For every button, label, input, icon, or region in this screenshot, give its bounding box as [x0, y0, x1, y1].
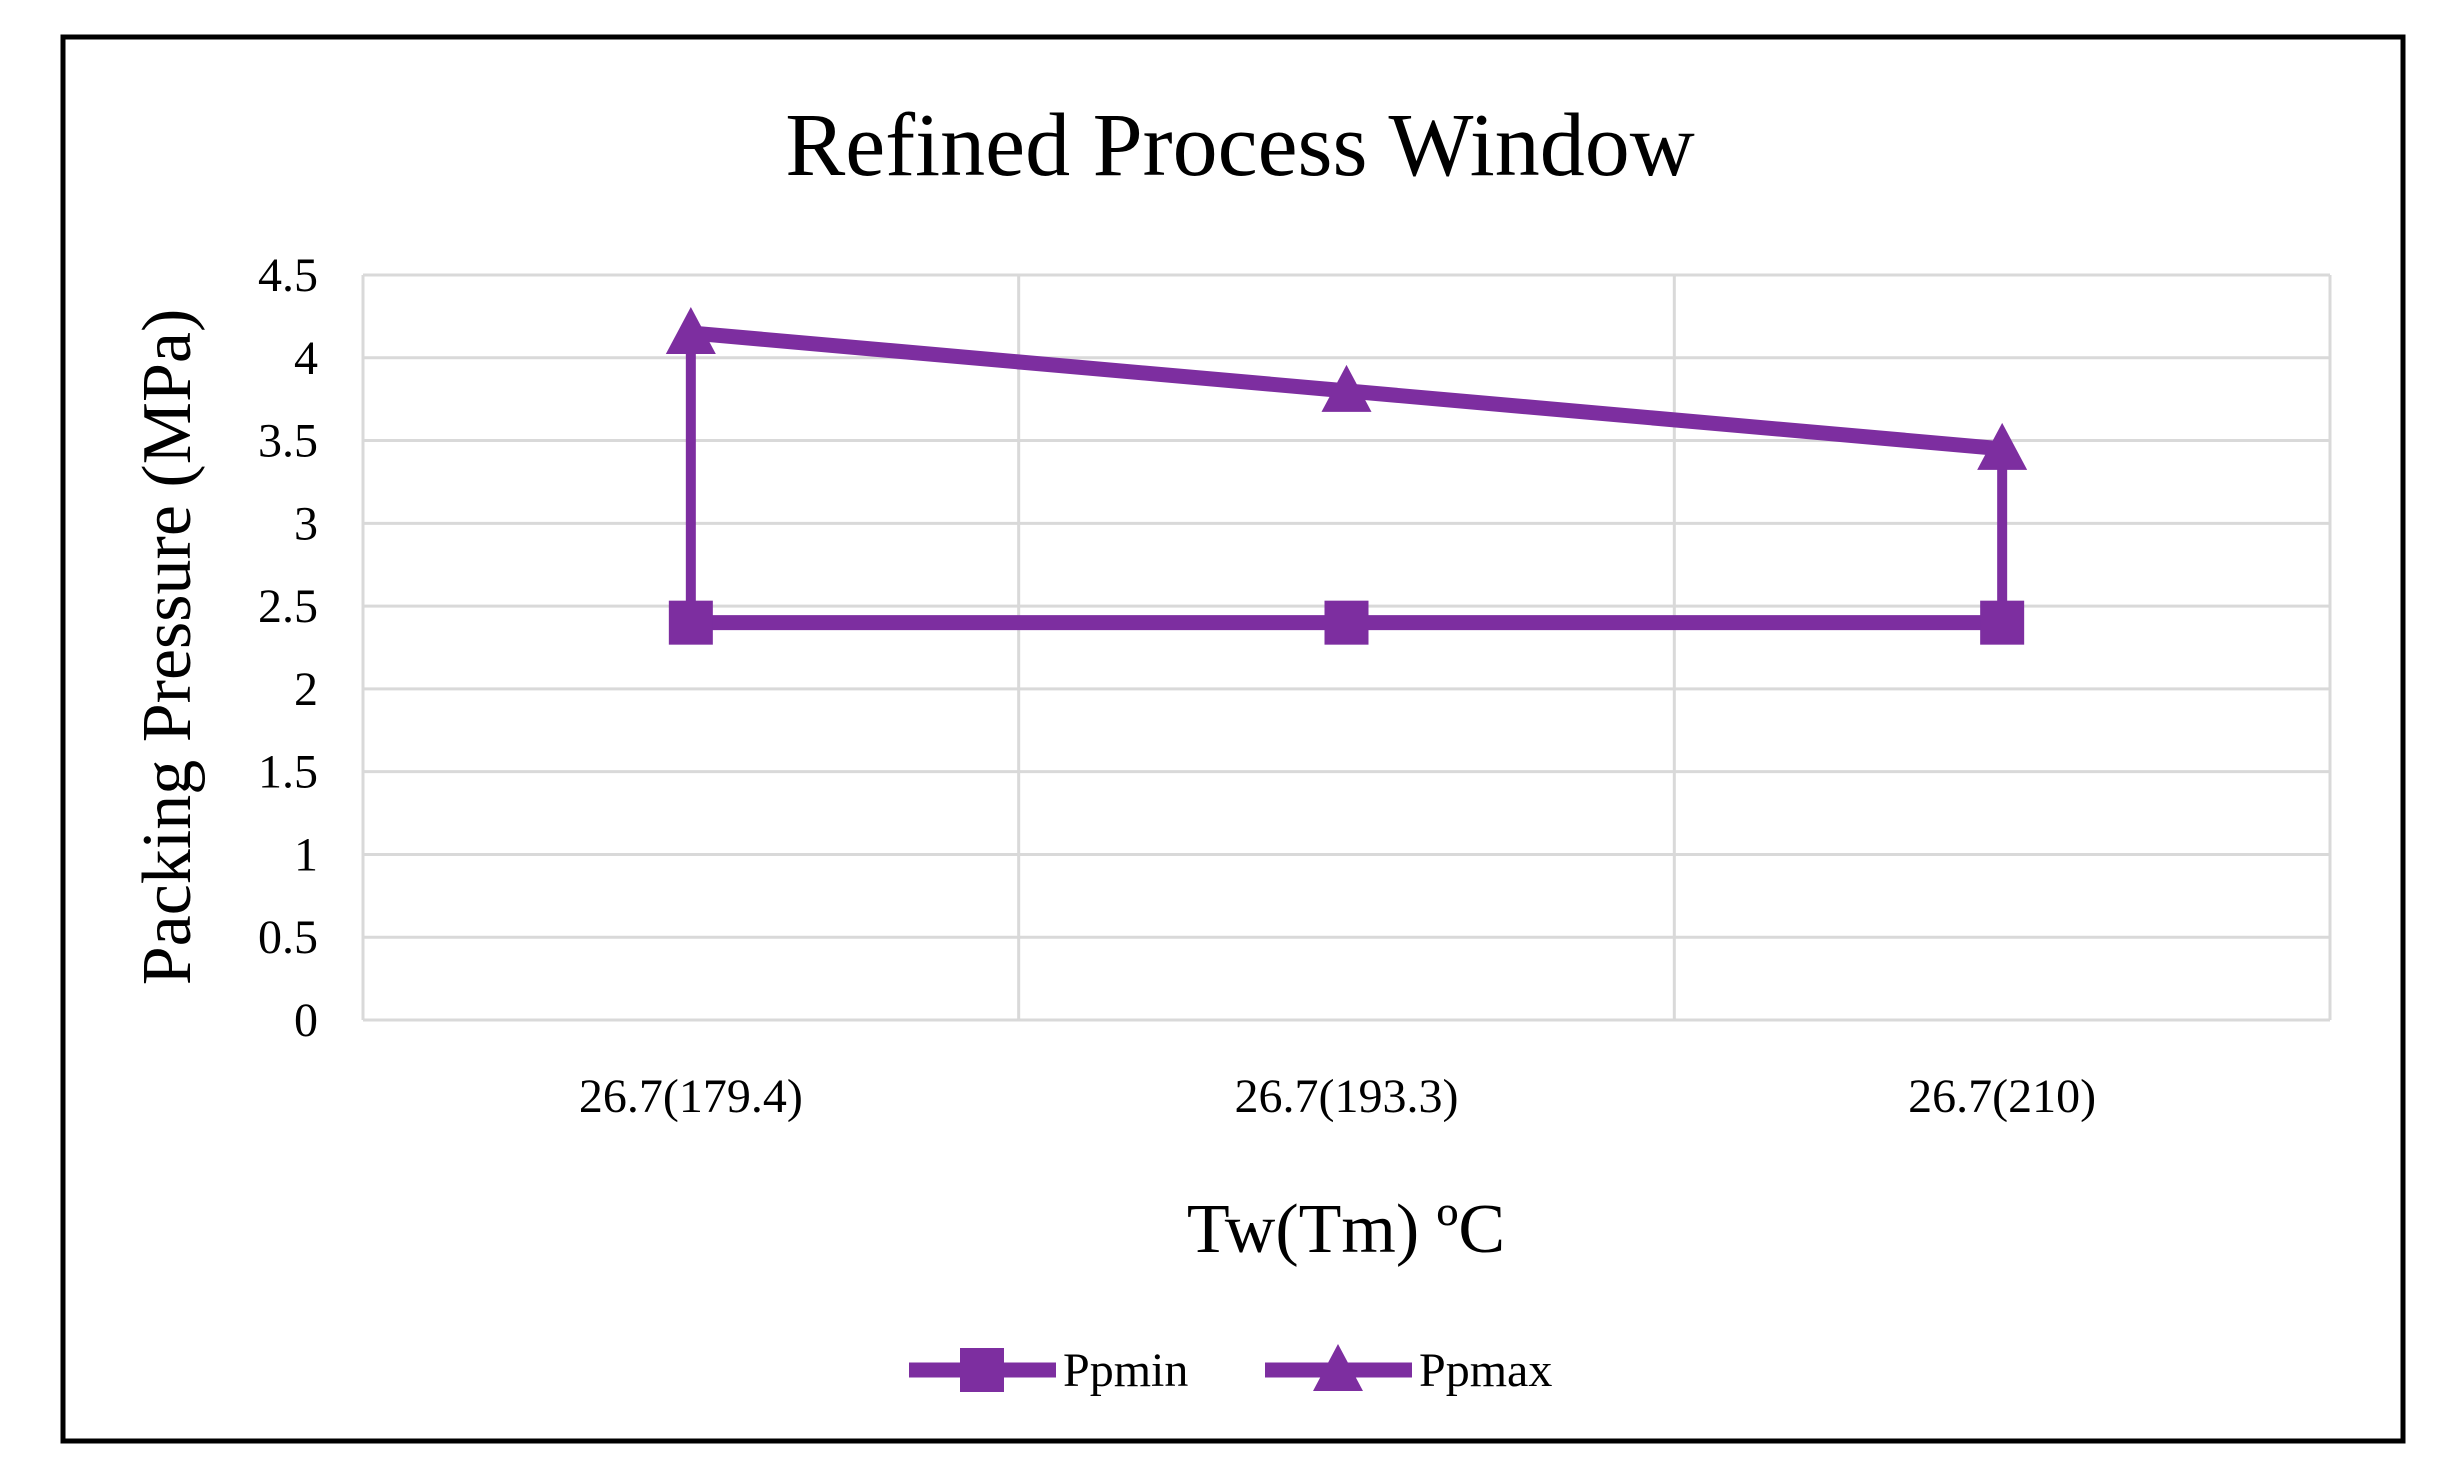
y-tick-label: 0 [294, 994, 318, 1047]
y-tick-label: 4 [294, 332, 318, 385]
square-marker-icon [1980, 600, 2025, 645]
y-tick-label: 1 [294, 828, 318, 881]
x-tick-label: 26.7(193.3) [1235, 1070, 1459, 1123]
y-tick-label: 1.5 [258, 746, 318, 799]
x-axis-title: Tw(Tm) ºC [1187, 1191, 1505, 1268]
y-tick-label: 2.5 [258, 580, 318, 633]
legend-square-marker-icon [960, 1348, 1004, 1392]
y-tick-label: 3 [294, 497, 318, 550]
legend-item-ppmax: Ppmax [1265, 1344, 1552, 1397]
legend-triangle-marker-icon [1313, 1344, 1363, 1391]
y-tick-label: 2 [294, 663, 318, 716]
triangle-marker-icon [1977, 422, 2028, 470]
y-tick-label: 3.5 [258, 415, 318, 468]
square-marker-icon [1324, 600, 1369, 645]
x-tick-label: 26.7(210) [1908, 1070, 2096, 1123]
y-tick-label: 0.5 [258, 911, 318, 964]
square-marker-icon [668, 600, 713, 645]
chart-legend: Ppmin Ppmax [909, 1344, 1552, 1397]
x-axis-tick-labels: 26.7(179.4) 26.7(193.3) 26.7(210) [579, 1070, 2096, 1123]
x-tick-label: 26.7(179.4) [579, 1070, 803, 1123]
triangle-marker-icon [1321, 364, 1372, 412]
triangle-marker-icon [665, 306, 716, 354]
legend-label-ppmax: Ppmax [1419, 1344, 1552, 1397]
legend-item-ppmin: Ppmin [909, 1344, 1188, 1397]
figure-border [60, 34, 2406, 1444]
y-tick-label: 4.5 [258, 249, 318, 302]
y-axis-title: Packing Pressure (MPa) [129, 309, 206, 986]
chart-title: Refined Process Window [785, 96, 1695, 195]
y-axis-tick-labels: 0 0.5 1 1.5 2 2.5 3 3.5 4 4.5 [258, 249, 318, 1047]
legend-label-ppmin: Ppmin [1063, 1344, 1188, 1397]
series-markers-layer [665, 306, 2028, 645]
window-connectors-layer [685, 332, 2008, 623]
